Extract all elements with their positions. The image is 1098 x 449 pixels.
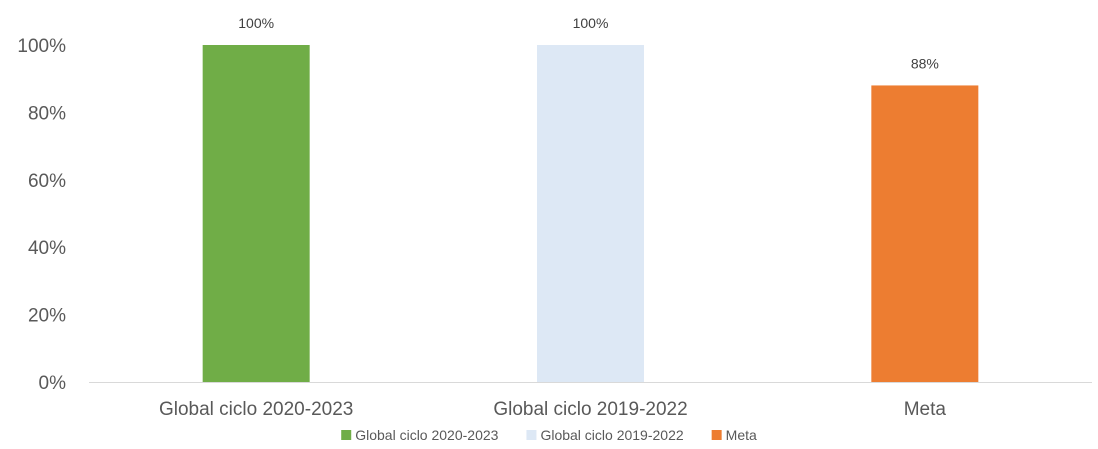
- x-tick-label-3: Meta: [904, 399, 947, 420]
- y-tick-label: 60%: [28, 171, 66, 192]
- bar-1: [202, 45, 310, 382]
- y-tick-label: 80%: [28, 103, 66, 124]
- legend-swatch-3: [711, 430, 722, 440]
- x-axis-tick-labels: Global ciclo 2020-2023 Global ciclo 2019-…: [159, 399, 946, 420]
- legend-swatch-2: [526, 430, 537, 440]
- data-label-3: 88%: [911, 55, 939, 71]
- data-labels: 100% 100% 88%: [238, 15, 939, 71]
- data-label-1: 100%: [238, 15, 274, 31]
- y-tick-label: 0%: [39, 373, 67, 394]
- bars: [202, 45, 979, 382]
- legend-label-3: Meta: [726, 427, 757, 443]
- x-tick-label-1: Global ciclo 2020-2023: [159, 399, 353, 420]
- legend-swatch-1: [341, 430, 352, 440]
- legend-label-2: Global ciclo 2019-2022: [540, 427, 683, 443]
- legend-label-1: Global ciclo 2020-2023: [355, 427, 498, 443]
- y-axis-tick-labels: 0% 20% 40% 60% 80% 100%: [17, 36, 66, 394]
- y-tick-label: 20%: [28, 306, 66, 327]
- y-tick-label: 40%: [28, 238, 66, 259]
- x-tick-label-2: Global ciclo 2019-2022: [493, 399, 687, 420]
- bar-2: [537, 45, 644, 382]
- legend: Global ciclo 2020-2023 Global ciclo 2019-…: [341, 427, 757, 443]
- data-label-2: 100%: [573, 15, 609, 31]
- bar-3: [871, 85, 979, 382]
- y-tick-label: 100%: [17, 36, 66, 57]
